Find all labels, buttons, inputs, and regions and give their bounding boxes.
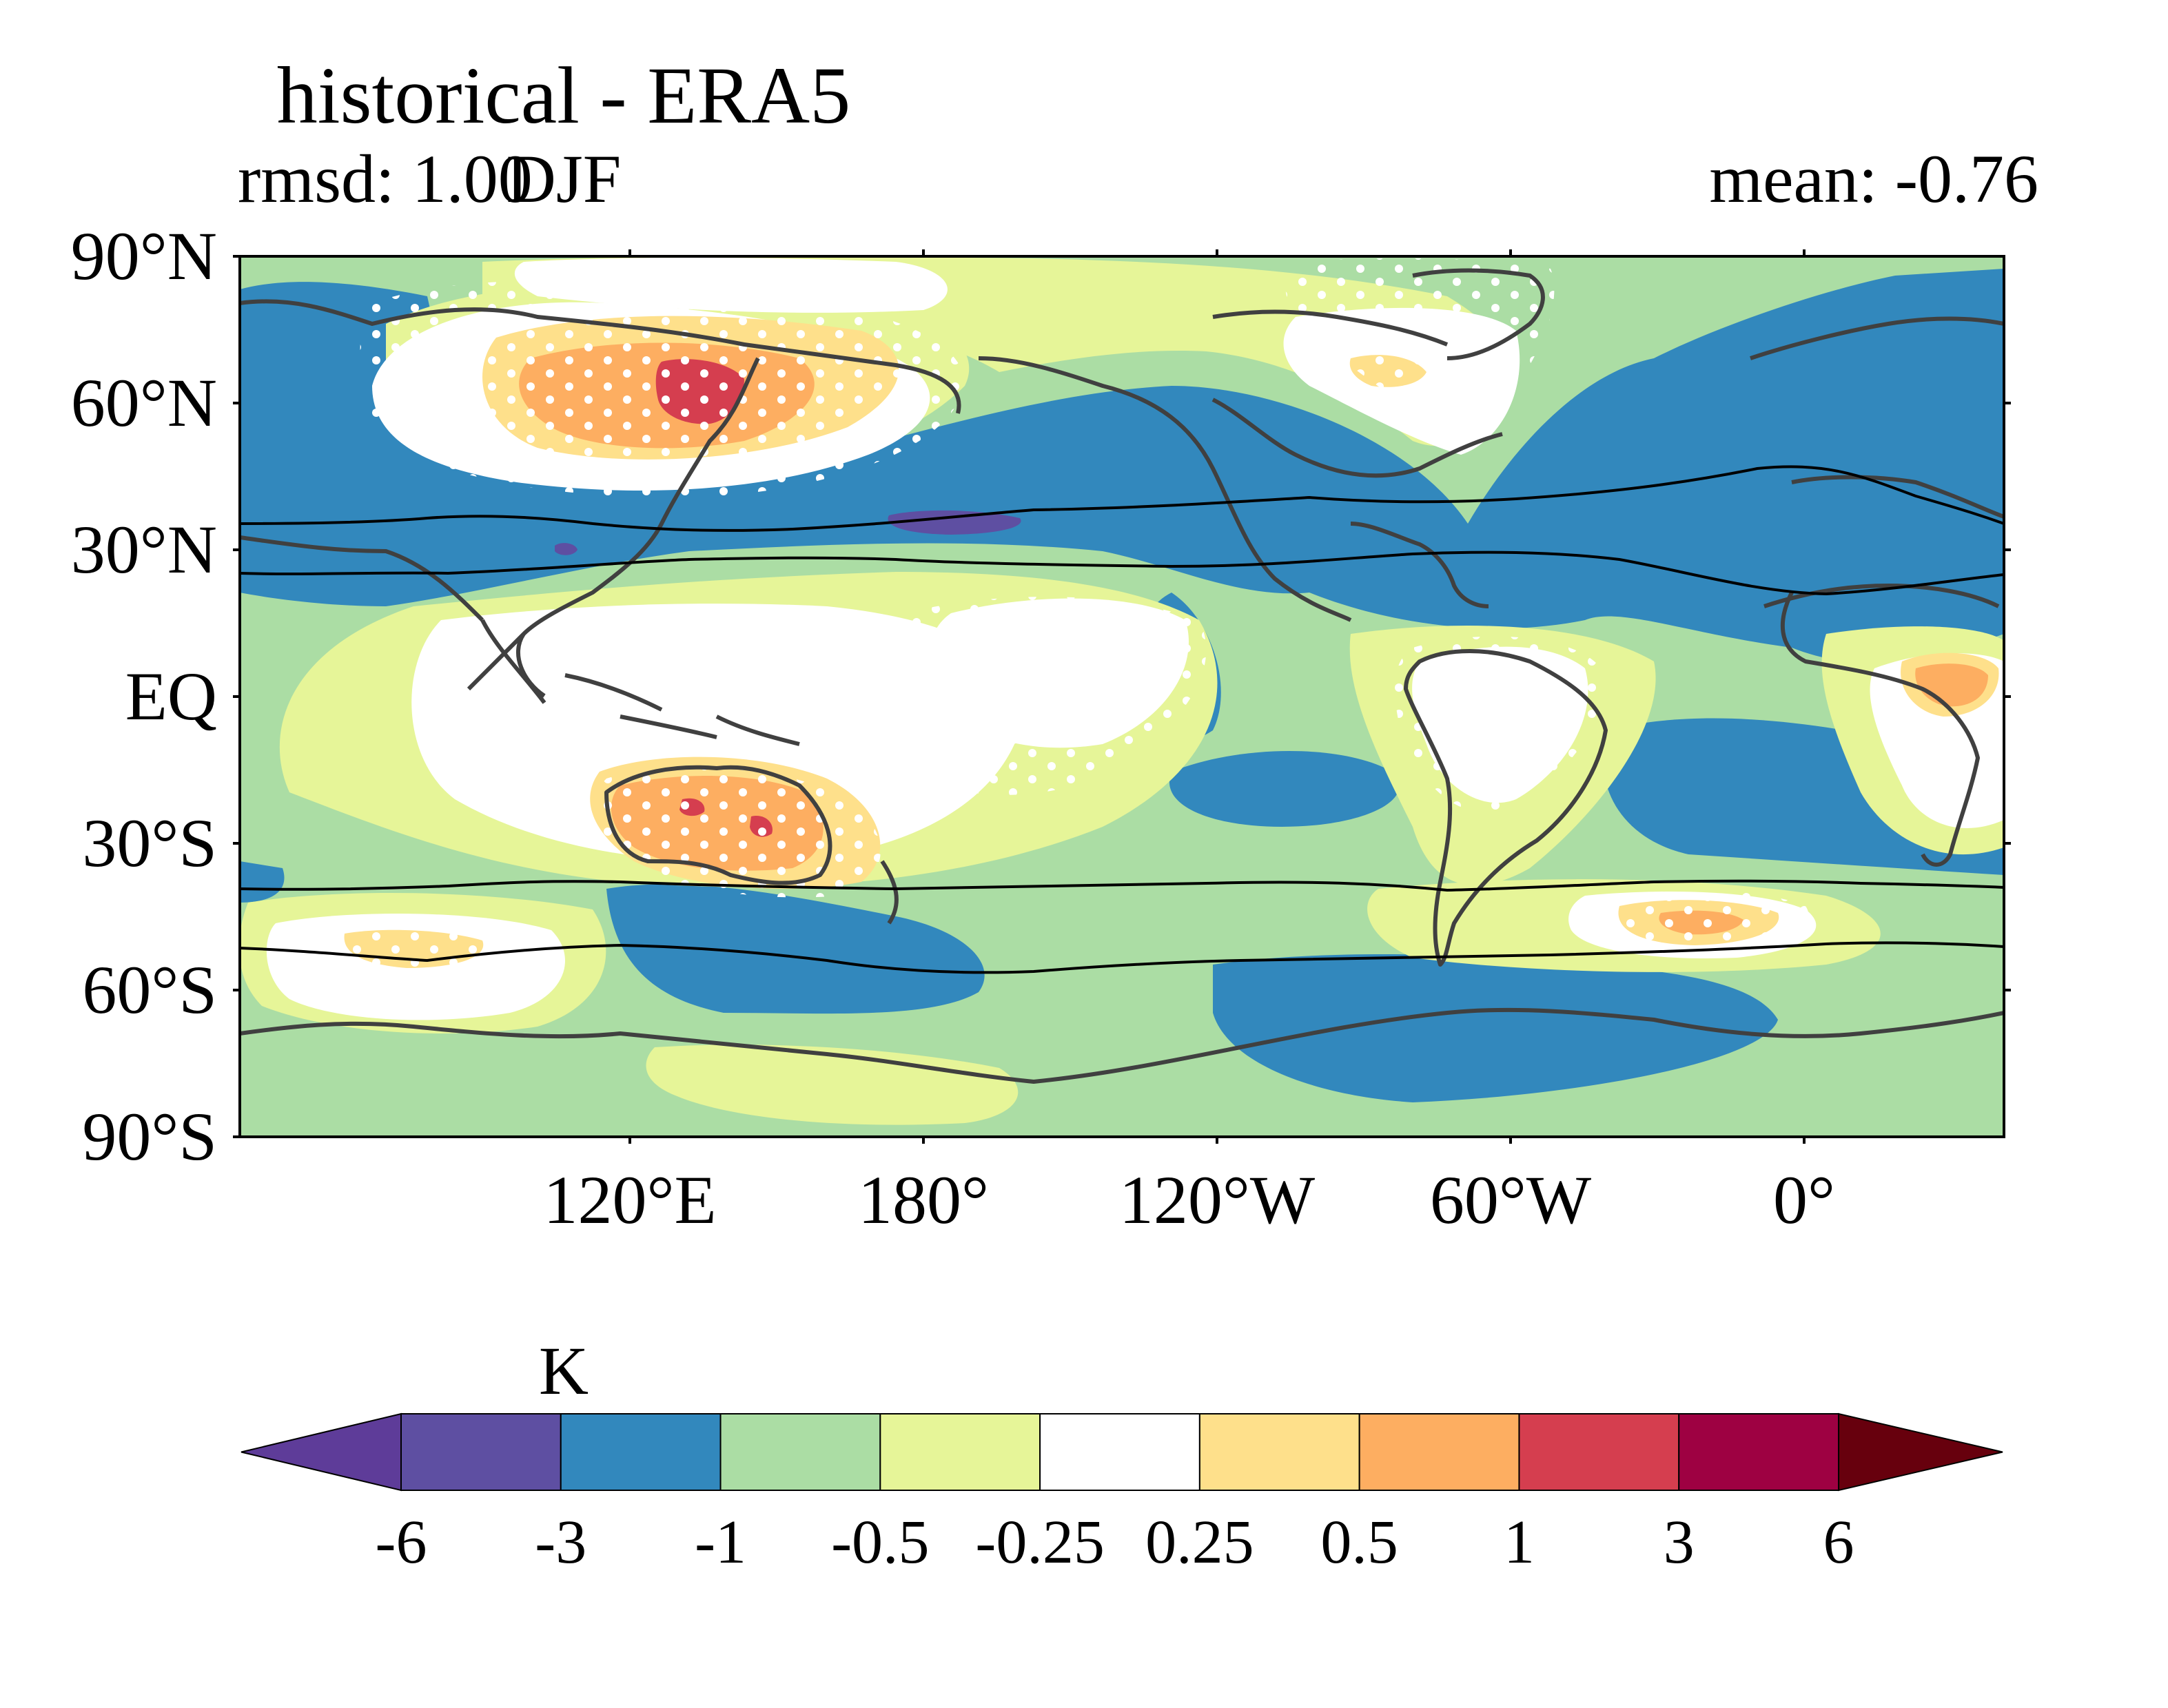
lon-label: 180° [858, 1162, 989, 1238]
colorbar-tick-label: -1 [695, 1508, 746, 1576]
colorbar-tick-label: 0.25 [1145, 1508, 1254, 1576]
colorbar-tick-label: -0.25 [975, 1508, 1104, 1576]
rmsd-label: rmsd: 1.00 [238, 141, 533, 217]
jet-lines [240, 465, 2004, 974]
significance-stipple-s-america [1395, 636, 1606, 814]
jet-line-sh-south [240, 941, 2004, 974]
lat-labels: 90°N 60°N 30°N EQ 30°S 60°S 90°S [71, 218, 217, 1175]
coastline-africa-europe [1750, 316, 2004, 867]
colorbar-box [560, 1413, 722, 1491]
anomaly-region-indian-west [240, 861, 285, 903]
colorbar-tick-labels: -6 -3 -1 -0.5 -0.25 0.25 0.5 1 3 6 [376, 1508, 1854, 1576]
colorbar-tick-label: -3 [535, 1508, 586, 1576]
significance-stipple-siberia [360, 280, 965, 497]
mean-label: mean: -0.76 [1709, 141, 2038, 217]
anomaly-region-southern-ocean-east [606, 884, 985, 1014]
lon-label: 60°W [1430, 1162, 1592, 1238]
lon-label: 0° [1773, 1162, 1835, 1238]
coastline-south-america [1404, 649, 1608, 967]
jet-line-nh-north [240, 465, 2004, 532]
lat-label: 90°N [71, 218, 217, 294]
significance-stipple-australia [595, 767, 881, 898]
significance-stipple-arctic [1285, 258, 1555, 428]
colorbar-box [1039, 1413, 1200, 1491]
plot-title: historical - ERA5 [276, 50, 851, 141]
lat-label: 30°S [82, 805, 217, 881]
jet-line-sh-north [240, 879, 2004, 892]
lon-labels: 120°E 180° 120°W 60°W 0° [543, 1162, 1835, 1238]
anomaly-region-south-pacific [1169, 751, 1400, 827]
colorbar-tick-label: -0.5 [831, 1508, 929, 1576]
anomaly-region-coldest-pacific [888, 510, 1021, 535]
lat-label: 60°S [82, 951, 217, 1028]
coastline-australia [604, 765, 899, 925]
anomaly-region-coldest-china [555, 543, 577, 555]
coastline-eurasia [240, 299, 961, 698]
colorbar-extend-high [1838, 1412, 2003, 1492]
coastline-indochina-indonesia [480, 619, 800, 746]
coastline-greenland-arctic [1212, 268, 1545, 360]
coastline-north-america [978, 356, 1503, 622]
lat-label: 60°N [71, 364, 217, 441]
colorbar-tick-label: 6 [1823, 1508, 1854, 1576]
lon-label: 120°W [1119, 1162, 1316, 1238]
colorbar-box [1198, 1413, 1360, 1491]
colorbar [241, 1412, 2003, 1492]
colorbar-label: K [538, 1333, 589, 1409]
anomaly-region-neutral-w-pacific [411, 604, 1022, 863]
coastline-antarctica [240, 1007, 2004, 1084]
jet-line-nh-south [240, 551, 2004, 596]
colorbar-tick-label: 3 [1664, 1508, 1695, 1576]
map-panel [240, 256, 2004, 1137]
anomaly-region-weak-neg-antarctic [646, 1045, 1019, 1125]
colorbar-tick-label: 0.5 [1320, 1508, 1398, 1576]
colorbar-box [1358, 1413, 1520, 1491]
significance-stipple-s-atlantic [1599, 889, 1809, 951]
anomaly-region-southern-ocean-west [1213, 954, 1778, 1102]
lat-label: EQ [125, 658, 217, 734]
colorbar-tick-label: -6 [376, 1508, 427, 1576]
season-label: DJF [506, 141, 622, 217]
colorbar-box [879, 1413, 1041, 1491]
colorbar-box [1678, 1413, 1839, 1491]
anomaly-region-nh-cold [240, 269, 2004, 663]
lon-label: 120°E [543, 1162, 716, 1238]
colorbar-box [400, 1413, 562, 1491]
lat-label: 90°S [82, 1098, 217, 1175]
lat-label: 30°N [71, 511, 217, 588]
significance-stipple-pacific [869, 597, 1207, 795]
coastlines [240, 268, 2004, 1084]
axis-ticks [233, 249, 2011, 1144]
colorbar-box [1518, 1413, 1680, 1491]
colorbar-extend-low [241, 1412, 402, 1492]
colorbar-tick-label: 1 [1504, 1508, 1535, 1576]
colorbar-box [719, 1413, 881, 1491]
significance-stipple-indian [317, 917, 498, 973]
